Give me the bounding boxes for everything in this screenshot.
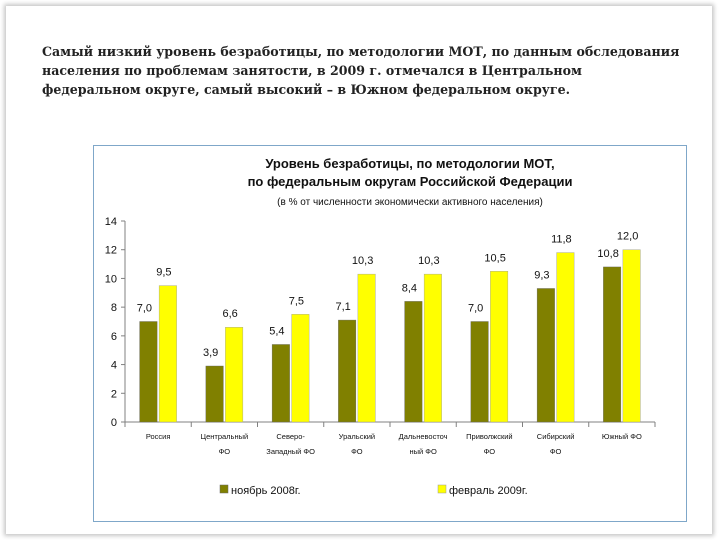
legend-swatch-nov-2008 xyxy=(219,484,229,494)
y-tick-label: 10 xyxy=(105,273,117,285)
bar-feb-2009 xyxy=(622,249,641,423)
y-tick-label: 14 xyxy=(105,216,117,228)
value-label-feb-2009: 9,5 xyxy=(156,267,171,279)
value-label-feb-2009: 10,5 xyxy=(484,252,505,264)
bar-nov-2008 xyxy=(338,319,357,423)
bar-nov-2008 xyxy=(205,365,224,423)
legend-label-feb-2009: февраль 2009г. xyxy=(449,485,528,497)
x-category-label: ФО xyxy=(484,447,496,456)
legend-swatch-feb-2009 xyxy=(437,484,447,494)
bar-nov-2008 xyxy=(603,266,622,423)
x-category-label: ФО xyxy=(351,447,363,456)
bar-chart: Уровень безработицы, по методологии МОТ,… xyxy=(105,156,656,497)
bar-nov-2008 xyxy=(536,288,555,423)
y-tick-label: 0 xyxy=(111,417,117,429)
x-category-label: Южный ФО xyxy=(602,432,642,441)
value-label-nov-2008: 7,0 xyxy=(137,303,152,315)
bar-feb-2009 xyxy=(291,314,310,423)
x-category-label: Уральский xyxy=(339,432,375,441)
value-label-nov-2008: 5,4 xyxy=(269,325,284,337)
x-category-label: Центральный xyxy=(201,432,249,441)
value-label-feb-2009: 6,6 xyxy=(222,308,237,320)
y-tick-label: 2 xyxy=(111,388,117,400)
bar-feb-2009 xyxy=(490,271,509,423)
value-label-nov-2008: 3,9 xyxy=(203,347,218,359)
y-tick-label: 4 xyxy=(111,360,117,372)
chart-container: Уровень безработицы, по методологии МОТ,… xyxy=(93,145,687,522)
chart-title-line: Уровень безработицы, по методологии МОТ, xyxy=(265,156,554,171)
value-label-feb-2009: 11,8 xyxy=(551,234,572,246)
bar-nov-2008 xyxy=(470,321,489,423)
x-category-label: Западный ФО xyxy=(266,447,315,456)
x-category-label: Северо- xyxy=(276,432,305,441)
x-category-label: Приволжский xyxy=(466,432,512,441)
x-category-label: Дальневосточ xyxy=(399,432,448,441)
bar-nov-2008 xyxy=(139,321,158,423)
x-category-label: Россия xyxy=(146,432,171,441)
x-category-label: ный ФО xyxy=(409,447,437,456)
x-category-label: ФО xyxy=(550,447,562,456)
chart-title-line: по федеральным округам Российской Федера… xyxy=(248,174,573,189)
chart-subtitle: (в % от численности экономически активно… xyxy=(277,197,543,208)
value-label-feb-2009: 10,3 xyxy=(352,255,373,267)
value-label-nov-2008: 7,0 xyxy=(468,303,483,315)
x-category-label: Сибирский xyxy=(537,432,575,441)
y-tick-label: 8 xyxy=(111,302,117,314)
value-label-feb-2009: 12,0 xyxy=(617,231,638,243)
value-label-nov-2008: 9,3 xyxy=(534,269,549,281)
bar-nov-2008 xyxy=(271,344,290,423)
value-label-nov-2008: 7,1 xyxy=(335,301,350,313)
bar-feb-2009 xyxy=(423,273,442,423)
x-category-label: ФО xyxy=(219,447,231,456)
bar-feb-2009 xyxy=(225,327,244,423)
y-tick-label: 12 xyxy=(105,245,117,257)
value-label-feb-2009: 10,3 xyxy=(418,255,439,267)
bar-feb-2009 xyxy=(357,273,376,423)
intro-paragraph: Самый низкий уровень безработицы, по мет… xyxy=(42,44,680,97)
bar-feb-2009 xyxy=(556,252,575,423)
value-label-nov-2008: 8,4 xyxy=(402,282,417,294)
bar-nov-2008 xyxy=(404,301,423,423)
y-tick-label: 6 xyxy=(111,331,117,343)
value-label-nov-2008: 10,8 xyxy=(597,248,618,260)
value-label-feb-2009: 7,5 xyxy=(289,295,304,307)
bar-feb-2009 xyxy=(158,285,177,423)
legend-label-nov-2008: ноябрь 2008г. xyxy=(231,485,301,497)
